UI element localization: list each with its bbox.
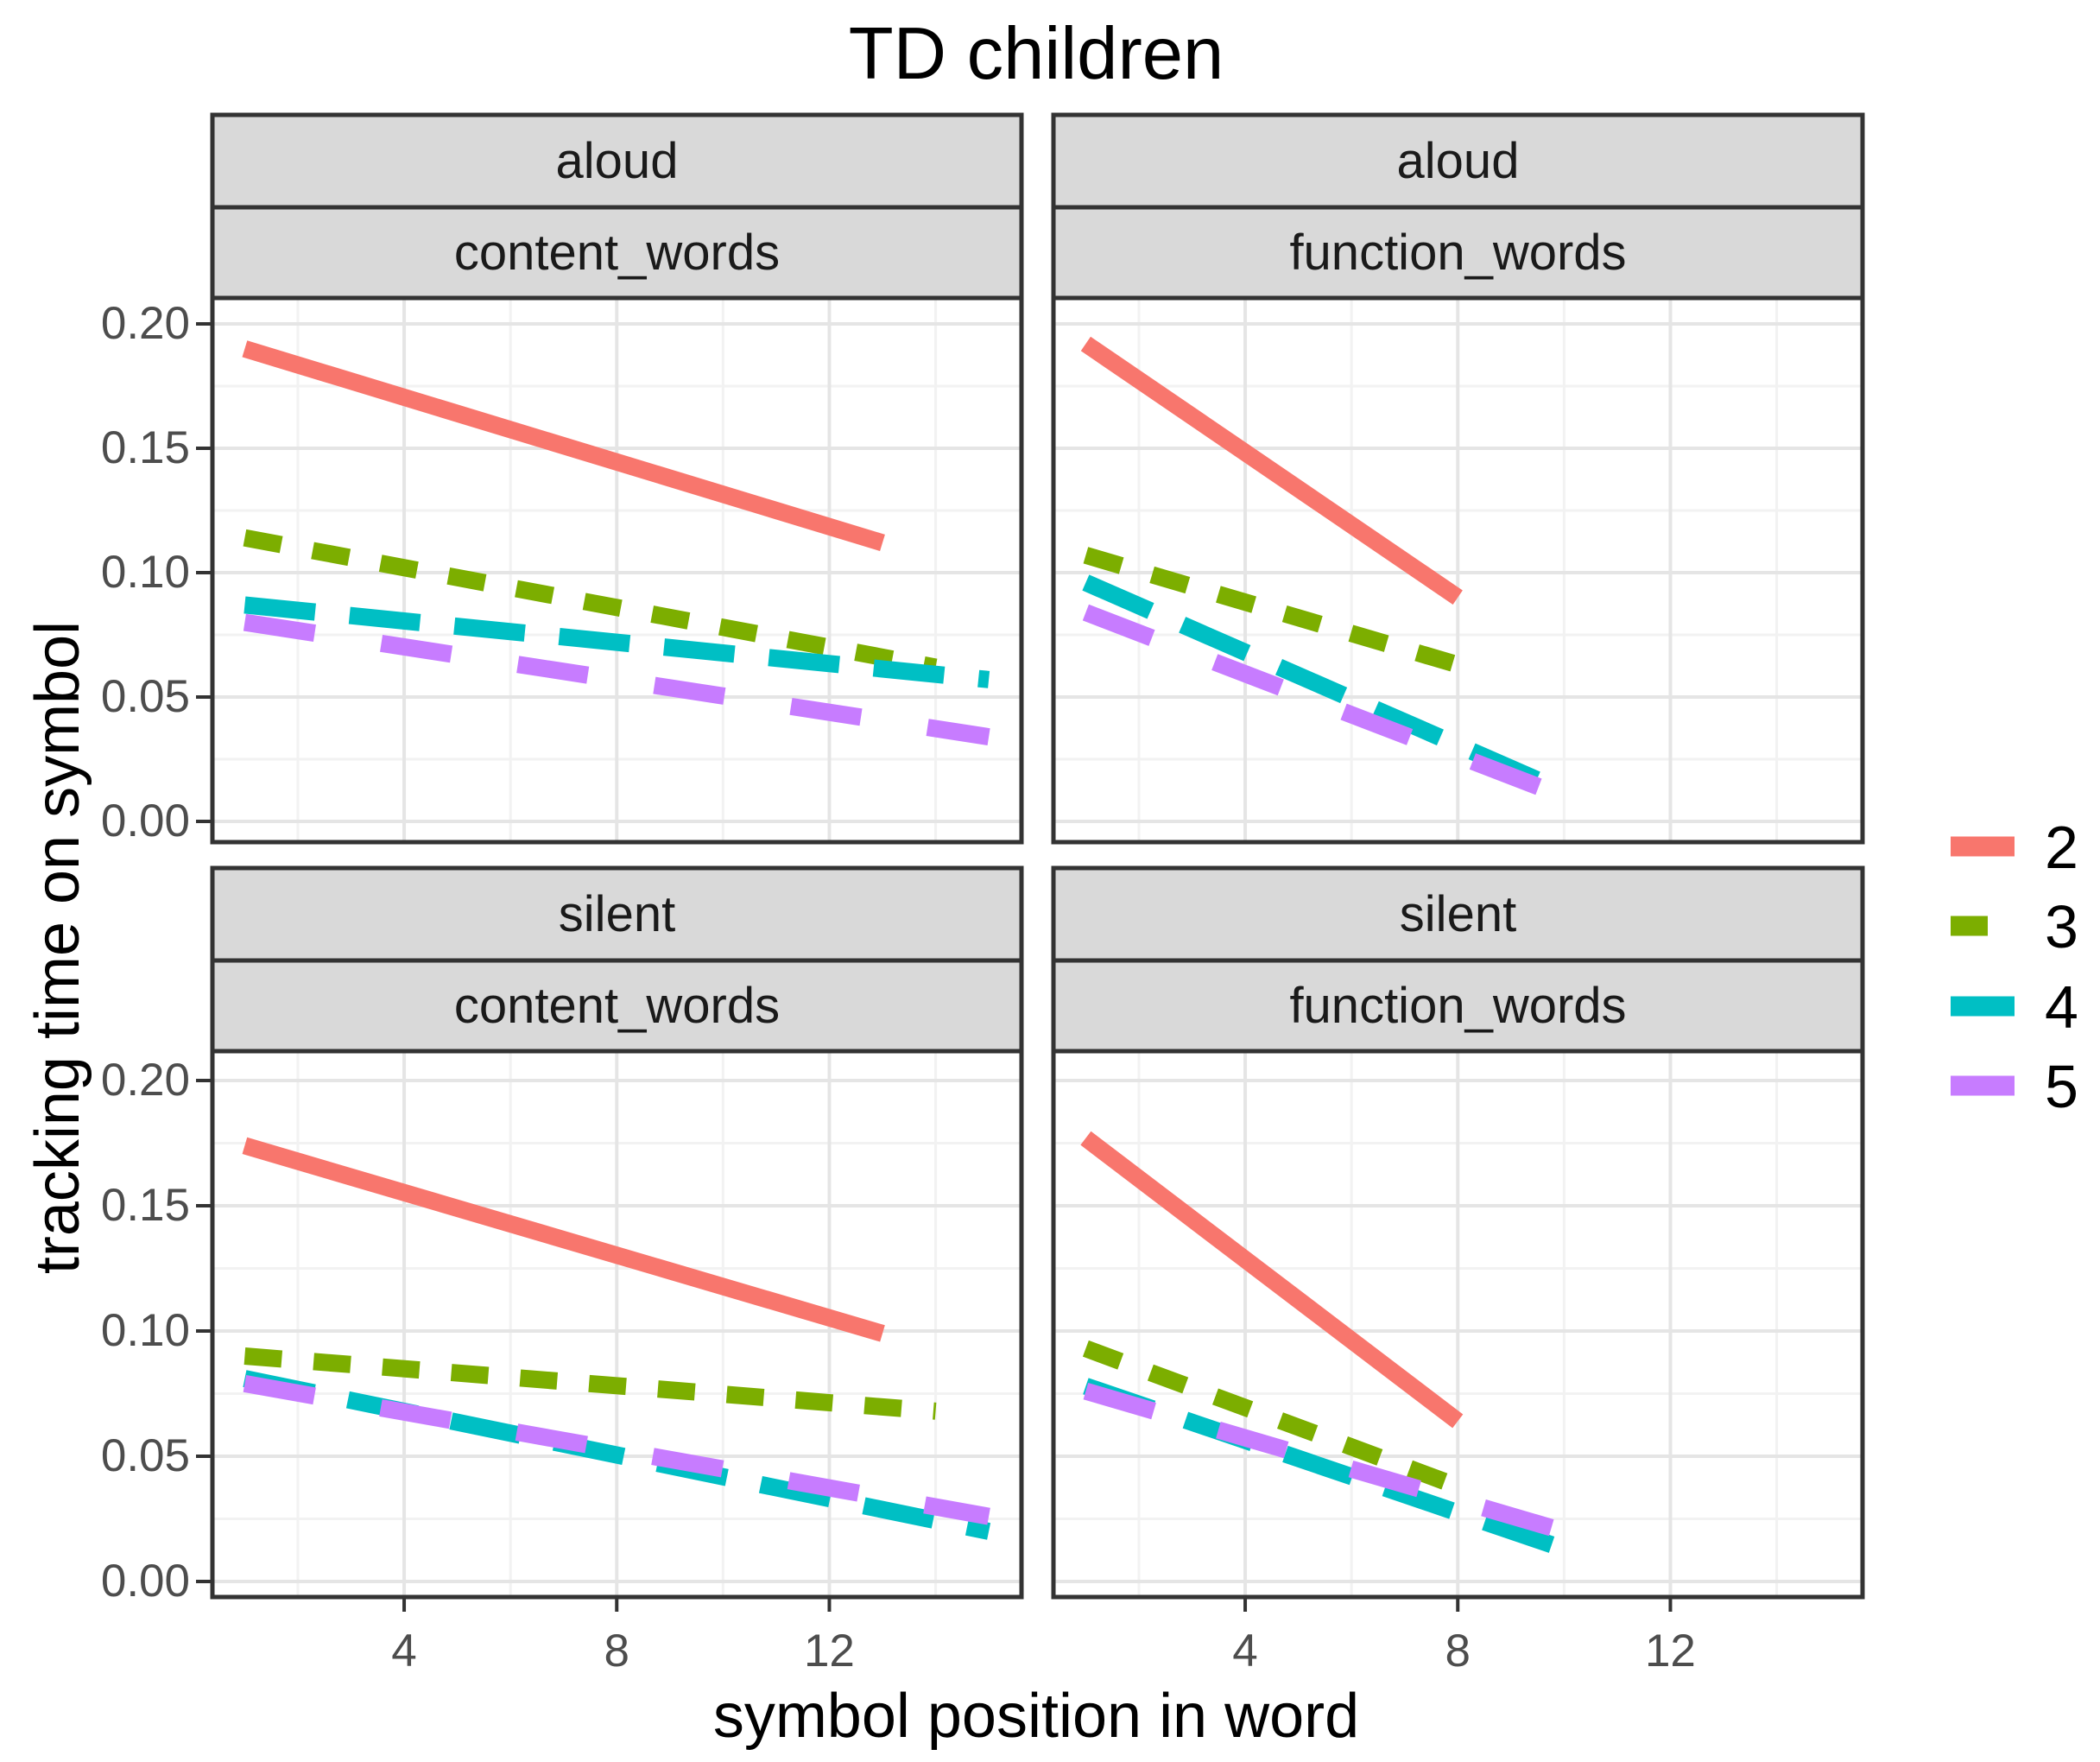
line-length-2 xyxy=(1080,336,1463,605)
facet-strip xyxy=(1051,865,1865,963)
y-tick-label: 0.20 xyxy=(100,298,190,349)
line-length-5 xyxy=(1083,1383,1567,1540)
legend-label-3: 3 xyxy=(2045,893,2078,960)
legend-label-4: 4 xyxy=(2045,973,2078,1041)
x-tick-label: 4 xyxy=(1232,1626,1258,1676)
x-tick-label: 12 xyxy=(803,1626,855,1676)
x-tick-label: 8 xyxy=(1445,1626,1471,1676)
line-length-3 xyxy=(243,529,938,676)
strip-label-condition: aloud xyxy=(1396,133,1520,189)
facet-strip xyxy=(210,865,1024,963)
line-length-2 xyxy=(242,1137,885,1342)
line-length-2 xyxy=(1080,1131,1464,1429)
strip-label-condition: aloud xyxy=(555,133,679,189)
x-tick-label: 8 xyxy=(604,1626,629,1676)
line-length-4 xyxy=(244,596,990,688)
x-tick-label: 12 xyxy=(1644,1626,1696,1676)
facet-strip xyxy=(1051,958,1865,1054)
x-axis-title: symbol position in word xyxy=(712,1682,1360,1751)
strip-label-wordtype: function_words xyxy=(1289,225,1627,281)
y-tick-label: 0.15 xyxy=(100,1180,190,1231)
facet-strip xyxy=(210,112,1024,210)
y-tick-label: 0.05 xyxy=(100,671,190,722)
y-tick-label: 0.20 xyxy=(100,1055,190,1106)
y-tick-label: 0.00 xyxy=(100,795,190,846)
strip-label-condition: silent xyxy=(1399,886,1517,942)
line-length-4 xyxy=(243,1370,991,1540)
y-tick-label: 0.15 xyxy=(100,422,190,473)
strip-label-condition: silent xyxy=(558,886,676,942)
legend-label-2: 2 xyxy=(2045,814,2078,881)
x-tick-label: 4 xyxy=(391,1626,417,1676)
plot-title: TD children xyxy=(848,13,1224,95)
strip-label-wordtype: content_words xyxy=(453,225,781,281)
line-length-3 xyxy=(244,1347,937,1420)
legend-label-5: 5 xyxy=(2045,1053,2078,1120)
line-length-5 xyxy=(1082,604,1567,805)
facet-strip xyxy=(210,205,1024,301)
y-tick-label: 0.00 xyxy=(100,1556,190,1607)
facet-strip xyxy=(210,958,1024,1054)
y-tick-label: 0.05 xyxy=(100,1430,190,1481)
line-length-2 xyxy=(242,340,885,552)
line-length-4 xyxy=(1083,1378,1567,1557)
facet-strip xyxy=(1051,205,1865,301)
strip-label-wordtype: content_words xyxy=(453,978,781,1034)
strip-label-wordtype: function_words xyxy=(1289,978,1627,1034)
y-tick-label: 0.10 xyxy=(100,1305,190,1356)
facet-strip xyxy=(1051,112,1865,210)
y-tick-label: 0.10 xyxy=(100,547,190,598)
